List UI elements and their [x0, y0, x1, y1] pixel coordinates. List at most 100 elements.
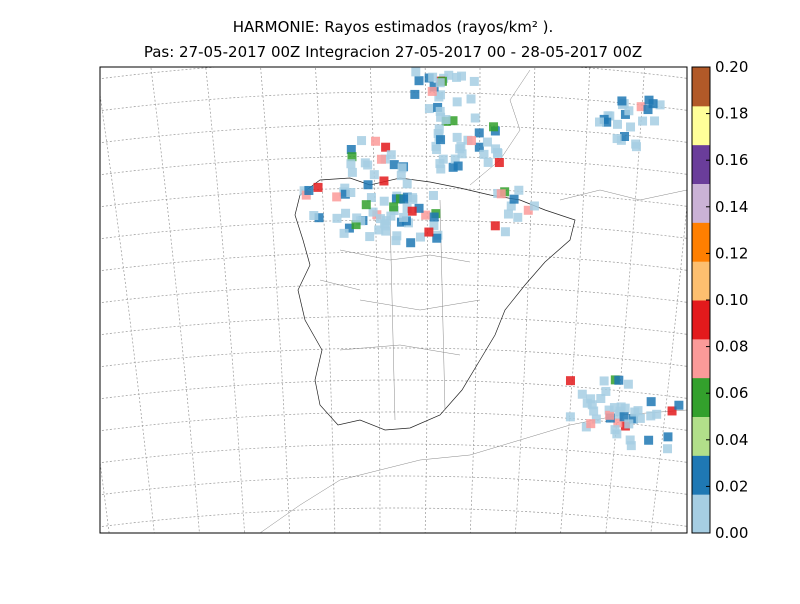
cell — [529, 201, 539, 211]
cell — [500, 227, 510, 237]
colorbar-segment — [692, 416, 710, 456]
cell — [635, 413, 645, 423]
cell — [357, 136, 367, 146]
cell — [613, 418, 623, 428]
cell — [452, 132, 462, 142]
cell — [309, 211, 319, 221]
colorbar-tick-label: 0.16 — [715, 151, 748, 169]
cell — [631, 139, 641, 149]
cell — [514, 185, 524, 195]
colorbar-tick-label: 0.02 — [715, 477, 748, 495]
meridian — [515, 67, 536, 533]
cell — [450, 154, 460, 164]
cell — [379, 196, 389, 206]
cell — [614, 375, 624, 385]
cell — [415, 232, 425, 242]
cell — [435, 78, 445, 88]
cell — [389, 202, 399, 212]
cell — [652, 409, 662, 419]
cell — [363, 180, 373, 190]
cell — [397, 163, 407, 173]
parallel — [100, 123, 687, 144]
cell — [424, 104, 434, 114]
cell — [448, 116, 458, 126]
cell — [630, 407, 640, 417]
parallel — [100, 347, 687, 368]
cell — [389, 160, 399, 170]
cell — [429, 212, 439, 222]
cell — [643, 105, 653, 115]
meridian — [424, 67, 428, 533]
cell — [361, 200, 371, 210]
colorbar-tick-label: 0.10 — [715, 291, 748, 309]
cell — [490, 221, 500, 231]
cell — [589, 406, 599, 416]
cell — [346, 145, 356, 155]
cell — [601, 386, 611, 396]
parallel — [100, 283, 687, 304]
cell — [648, 99, 658, 109]
colorbar-tick-label: 0.12 — [715, 244, 748, 262]
colorbar-tick-label: 0.18 — [715, 105, 748, 123]
cell — [304, 185, 314, 195]
cell — [663, 444, 673, 454]
cell — [599, 376, 609, 386]
cell — [452, 97, 462, 107]
colorbar-segment — [692, 67, 710, 107]
cell — [314, 213, 324, 223]
cell — [506, 201, 516, 211]
meridian — [369, 67, 381, 533]
cell — [614, 409, 624, 419]
cell — [582, 398, 592, 408]
colorbar-segment — [692, 144, 710, 184]
meridian — [205, 67, 245, 533]
cell — [513, 212, 523, 222]
cell — [434, 124, 444, 134]
cell — [432, 233, 442, 243]
cell — [586, 419, 596, 429]
cell — [368, 207, 378, 217]
parallel — [100, 443, 687, 464]
cell — [428, 190, 438, 200]
cell — [332, 192, 342, 202]
colorbar-tick-label: 0.06 — [715, 384, 748, 402]
cell — [674, 400, 684, 410]
cell — [340, 189, 350, 199]
cell — [429, 220, 439, 230]
cell — [636, 102, 646, 112]
cell — [347, 167, 357, 177]
cell — [624, 106, 634, 116]
cell — [414, 76, 424, 86]
cell — [474, 142, 484, 152]
cell — [339, 228, 349, 238]
cell — [565, 412, 575, 422]
cell — [392, 231, 402, 241]
meridian — [100, 92, 155, 533]
parallel — [100, 251, 687, 272]
cell — [436, 112, 446, 122]
cell — [407, 206, 417, 216]
meridian — [560, 67, 591, 533]
cell — [363, 160, 373, 170]
cell — [667, 406, 677, 416]
cell — [617, 96, 627, 106]
colorbar: 0.00 0.02 0.04 0.06 0.08 0.10 0.12 0.14 0.16 0.18… — [691, 58, 748, 542]
cell — [620, 131, 630, 141]
lightning-cells — [299, 67, 684, 454]
cell — [646, 411, 656, 421]
colorbar-segment — [692, 183, 710, 223]
cell — [346, 159, 356, 169]
cell — [626, 122, 636, 132]
cell — [410, 89, 420, 99]
cell — [655, 100, 665, 110]
cell — [344, 223, 354, 233]
meridian — [150, 67, 200, 533]
parallel — [100, 379, 687, 400]
cell — [466, 94, 476, 104]
cell — [399, 194, 409, 204]
cell — [434, 92, 444, 102]
cell — [352, 213, 362, 223]
map-subtitle: Pas: 27-05-2017 00Z Integracion 27-05-20… — [144, 43, 642, 61]
cell — [565, 376, 575, 386]
cell — [610, 425, 620, 435]
